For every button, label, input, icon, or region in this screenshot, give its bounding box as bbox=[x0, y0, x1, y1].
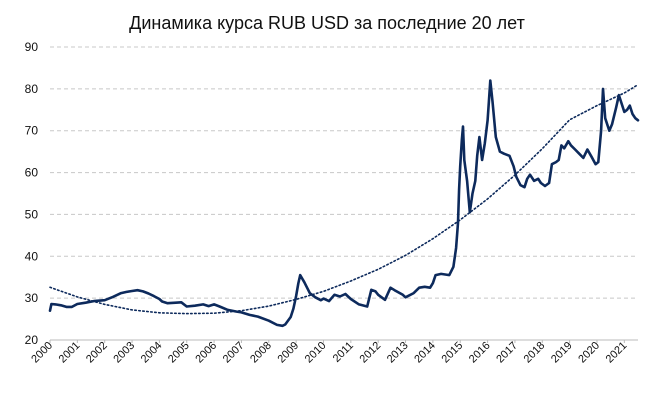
x-tick-label: 2019 bbox=[549, 340, 575, 366]
x-tick-label: 2014 bbox=[412, 340, 438, 366]
trend-line bbox=[49, 83, 639, 315]
y-tick-label: 20 bbox=[25, 333, 39, 347]
x-tick-label: 2008 bbox=[248, 340, 274, 366]
x-tick-label: 2005 bbox=[166, 340, 192, 366]
y-tick-label: 90 bbox=[25, 40, 39, 54]
y-tick-label: 50 bbox=[25, 207, 39, 221]
chart-title: Динамика курса RUB USD за последние 20 л… bbox=[129, 13, 525, 33]
x-axis-tick-labels: 2000 2001 2002 2003 2004 2005 2006 2007 2008 2009… bbox=[29, 340, 629, 366]
x-tick-label: 2021 bbox=[604, 340, 630, 366]
x-tick-label: 2001 bbox=[57, 340, 83, 366]
rub-usd-series-line bbox=[48, 79, 640, 328]
x-tick-label: 2002 bbox=[84, 340, 110, 366]
x-tick-label: 2012 bbox=[358, 340, 384, 366]
x-tick-label: 2020 bbox=[576, 340, 602, 366]
x-tick-label: 2018 bbox=[522, 340, 548, 366]
x-tick-label: 2010 bbox=[303, 340, 329, 366]
series-layer bbox=[48, 79, 640, 328]
x-tick-label: 2013 bbox=[385, 340, 411, 366]
y-tick-label: 40 bbox=[25, 249, 39, 263]
x-tick-label: 2009 bbox=[275, 340, 301, 366]
y-tick-label: 80 bbox=[25, 82, 39, 96]
y-axis-tick-labels: 20 30 40 50 60 70 80 90 bbox=[25, 40, 39, 347]
x-tick-label: 2003 bbox=[111, 340, 137, 366]
x-tick-label: 2016 bbox=[467, 340, 493, 366]
x-tick-label: 2017 bbox=[494, 340, 520, 366]
y-tick-label: 70 bbox=[25, 124, 39, 138]
gridlines bbox=[50, 46, 638, 299]
y-tick-label: 60 bbox=[25, 166, 39, 180]
x-tick-label: 2015 bbox=[440, 340, 466, 366]
x-tick-label: 2007 bbox=[221, 340, 247, 366]
x-tick-label: 2006 bbox=[193, 340, 219, 366]
y-tick-label: 30 bbox=[25, 291, 39, 305]
x-tick-label: 2004 bbox=[139, 340, 165, 366]
x-tick-label: 2011 bbox=[331, 340, 356, 365]
